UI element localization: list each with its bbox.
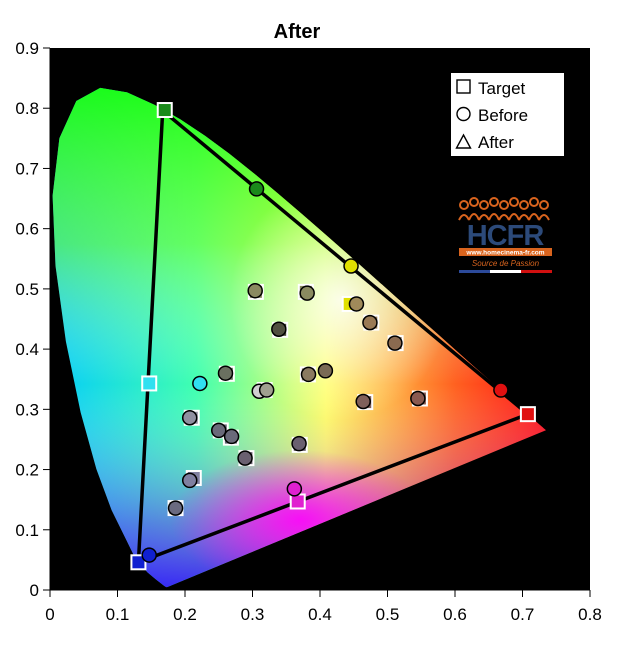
before-marker [223,428,240,445]
before-marker [217,365,234,381]
before-marker [291,435,307,452]
before-marker [237,450,253,466]
logo-people-icon [458,197,550,221]
before-marker [317,363,334,379]
target-marker [519,406,536,423]
logo-flag-red [521,270,552,273]
logo-flag-blue [459,270,490,273]
x-tick-label: 0.6 [443,605,467,624]
target-marker [141,375,158,392]
x-tick-label: 0.1 [106,605,130,624]
x-axis-ticks: 0 0.1 0.2 0.3 0.4 0.5 0.6 0.7 0.8 [45,590,602,624]
logo-brand: HCFR [467,220,545,252]
before-marker [300,366,317,383]
y-tick-label: 0.4 [15,340,39,359]
logo-tagline: Source de Passion [472,259,540,268]
legend-label-after: After [478,133,514,152]
before-marker [211,422,227,439]
before-marker [286,481,303,497]
target-marker [289,493,306,510]
y-tick-label: 0.5 [15,280,39,299]
y-tick-label: 0 [30,581,39,600]
x-tick-label: 0 [45,605,54,624]
before-marker [355,393,371,410]
y-tick-label: 0.3 [15,400,39,419]
before-marker [167,500,184,516]
before-marker [348,296,365,312]
x-tick-label: 0.4 [308,605,332,624]
y-axis-ticks: 0 0.1 0.2 0.3 0.4 0.5 0.6 0.7 0.8 0.9 [15,39,50,600]
before-marker [299,285,315,301]
y-tick-label: 0.1 [15,521,39,540]
legend-label-target: Target [478,79,526,98]
x-tick-label: 0.8 [578,605,602,624]
before-marker [493,382,509,398]
before-marker [181,410,198,426]
logo-url-band [459,248,552,256]
legend: Target Before After [451,73,564,156]
before-marker [343,258,359,274]
y-tick-label: 0.6 [15,220,39,239]
x-tick-label: 0.7 [511,605,535,624]
before-marker [387,335,403,351]
x-tick-label: 0.2 [173,605,197,624]
x-tick-label: 0.5 [376,605,400,624]
legend-label-before: Before [478,106,528,125]
data-markers [130,102,536,571]
legend-triangle-icon [455,133,472,149]
before-marker [181,472,198,489]
logo-url: www.homecinema-fr.com [465,250,544,257]
chart-title: After [274,21,321,43]
target-marker [130,554,147,571]
legend-circle-icon [456,106,471,122]
y-tick-label: 0.8 [15,99,39,118]
y-tick-label: 0.2 [15,461,39,480]
before-marker [362,314,378,331]
before-marker [141,547,157,563]
before-marker [271,321,287,337]
before-marker [258,382,275,398]
before-marker [247,282,263,299]
hcfr-logo: HCFR www.homecinema-fr.com Source de Pas… [458,197,552,273]
before-marker [192,375,208,392]
target-marker [156,102,173,119]
before-marker [410,390,426,407]
y-tick-label: 0.9 [15,39,39,58]
y-tick-label: 0.7 [15,159,39,178]
before-marker [248,181,265,197]
x-tick-label: 0.3 [241,605,265,624]
logo-flag-white [490,270,521,273]
legend-square-icon [456,79,471,94]
